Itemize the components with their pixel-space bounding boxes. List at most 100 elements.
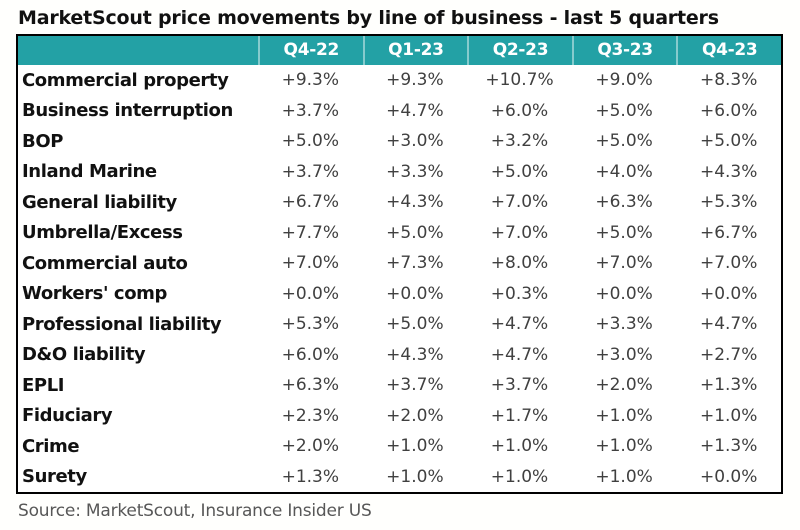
row-value: +1.7% xyxy=(490,405,549,426)
row-value: +1.0% xyxy=(595,405,653,426)
table-header-row: Q4-22 Q1-23 Q2-23 Q3-23 Q4-23 xyxy=(18,36,781,65)
row-value: +5.3% xyxy=(699,192,758,213)
row-value: +1.0% xyxy=(490,436,549,457)
row-value: +2.0% xyxy=(595,375,653,396)
row-value: +3.2% xyxy=(490,131,549,152)
row-value: +2.0% xyxy=(386,405,444,426)
header-cell-q4-22: Q4-22 xyxy=(258,36,363,65)
row-value: +7.0% xyxy=(595,253,653,274)
row-value: +4.7% xyxy=(490,314,549,335)
table-row: D&O liability +6.0% +4.3% +4.7% +3.0% +2… xyxy=(18,340,781,371)
row-value: +3.0% xyxy=(595,344,653,365)
row-value: +4.7% xyxy=(699,314,758,335)
row-value: +7.7% xyxy=(281,222,340,243)
header-cell-q2-23: Q2-23 xyxy=(467,36,572,65)
row-value: +1.0% xyxy=(490,466,549,487)
row-value: +4.3% xyxy=(386,192,444,213)
source-attribution: Source: MarketScout, Insurance Insider U… xyxy=(18,501,372,521)
table-row: Commercial property +9.3% +9.3% +10.7% +… xyxy=(18,65,781,96)
row-label: BOP xyxy=(22,130,64,152)
row-value: +6.0% xyxy=(281,344,340,365)
row-value: +1.0% xyxy=(386,436,444,457)
row-value: +7.3% xyxy=(386,253,444,274)
row-value: +4.0% xyxy=(595,161,653,182)
row-value: +9.0% xyxy=(595,70,653,91)
table-row: Surety +1.3% +1.0% +1.0% +1.0% +0.0% xyxy=(18,462,781,493)
row-label: Crime xyxy=(22,435,80,457)
row-label: Inland Marine xyxy=(22,161,157,183)
header-cell-q3-23: Q3-23 xyxy=(571,36,677,65)
row-value: +4.3% xyxy=(699,161,758,182)
row-label: Commercial property xyxy=(22,69,229,91)
table-row: Commercial auto +7.0% +7.3% +8.0% +7.0% … xyxy=(18,248,781,279)
row-value: +5.3% xyxy=(281,314,340,335)
table-row: Business interruption +3.7% +4.7% +6.0% … xyxy=(18,96,781,127)
row-value: +10.7% xyxy=(485,70,554,91)
row-value: +4.3% xyxy=(386,344,444,365)
row-value: +3.7% xyxy=(281,161,340,182)
page-title: MarketScout price movements by line of b… xyxy=(18,7,719,29)
row-label: D&O liability xyxy=(22,344,146,366)
table-row: EPLI +6.3% +3.7% +3.7% +2.0% +1.3% xyxy=(18,370,781,401)
table-row: Crime +2.0% +1.0% +1.0% +1.0% +1.3% xyxy=(18,431,781,462)
row-value: +8.0% xyxy=(490,253,549,274)
row-value: +6.0% xyxy=(699,100,758,121)
row-value: +5.0% xyxy=(281,131,340,152)
row-value: +5.0% xyxy=(386,314,444,335)
row-value: +2.0% xyxy=(281,436,340,457)
row-value: +7.0% xyxy=(281,253,340,274)
row-label: EPLI xyxy=(22,374,65,396)
row-value: +0.0% xyxy=(699,466,758,487)
table-row: Umbrella/Excess +7.7% +5.0% +7.0% +5.0% … xyxy=(18,218,781,249)
row-value: +3.0% xyxy=(386,131,444,152)
row-value: +6.7% xyxy=(699,222,758,243)
row-label: Professional liability xyxy=(22,313,222,335)
row-value: +9.3% xyxy=(281,70,340,91)
row-value: +3.7% xyxy=(386,375,444,396)
row-value: +6.7% xyxy=(281,192,340,213)
row-value: +3.3% xyxy=(386,161,444,182)
row-value: +9.3% xyxy=(386,70,444,91)
row-value: +5.0% xyxy=(595,100,653,121)
row-label: Workers' comp xyxy=(22,283,167,305)
row-value: +1.3% xyxy=(699,436,758,457)
table-row: Workers' comp +0.0% +0.0% +0.3% +0.0% +0… xyxy=(18,279,781,310)
row-value: +6.3% xyxy=(281,375,340,396)
row-value: +7.0% xyxy=(490,192,549,213)
row-label: Surety xyxy=(22,466,87,488)
row-value: +0.3% xyxy=(490,283,549,304)
row-label: Umbrella/Excess xyxy=(22,222,183,244)
row-value: +5.0% xyxy=(699,131,758,152)
row-value: +5.0% xyxy=(386,222,444,243)
row-value: +3.3% xyxy=(595,314,653,335)
row-value: +7.0% xyxy=(490,222,549,243)
table-row: General liability +6.7% +4.3% +7.0% +6.3… xyxy=(18,187,781,218)
row-value: +3.7% xyxy=(281,100,340,121)
price-movements-table: Q4-22 Q1-23 Q2-23 Q3-23 Q4-23 Commercial… xyxy=(16,34,783,494)
row-label: Commercial auto xyxy=(22,252,188,274)
row-value: +0.0% xyxy=(281,283,340,304)
row-value: +1.0% xyxy=(386,466,444,487)
row-value: +1.3% xyxy=(281,466,340,487)
table-body: Commercial property +9.3% +9.3% +10.7% +… xyxy=(18,65,781,492)
table-row: BOP +5.0% +3.0% +3.2% +5.0% +5.0% xyxy=(18,126,781,157)
row-value: +5.0% xyxy=(595,131,653,152)
row-value: +8.3% xyxy=(699,70,758,91)
row-value: +6.3% xyxy=(595,192,653,213)
row-value: +4.7% xyxy=(490,344,549,365)
row-value: +5.0% xyxy=(490,161,549,182)
row-value: +3.7% xyxy=(490,375,549,396)
row-value: +4.7% xyxy=(386,100,444,121)
table-row: Professional liability +5.3% +5.0% +4.7%… xyxy=(18,309,781,340)
row-value: +0.0% xyxy=(595,283,653,304)
row-value: +1.0% xyxy=(595,466,653,487)
row-value: +2.3% xyxy=(281,405,340,426)
header-cell-q4-23: Q4-23 xyxy=(676,36,781,65)
row-label: Fiduciary xyxy=(22,405,113,427)
row-label: General liability xyxy=(22,191,177,213)
row-value: +1.0% xyxy=(699,405,758,426)
row-value: +1.0% xyxy=(595,436,653,457)
row-value: +0.0% xyxy=(699,283,758,304)
row-label: Business interruption xyxy=(22,100,233,122)
row-value: +6.0% xyxy=(490,100,549,121)
